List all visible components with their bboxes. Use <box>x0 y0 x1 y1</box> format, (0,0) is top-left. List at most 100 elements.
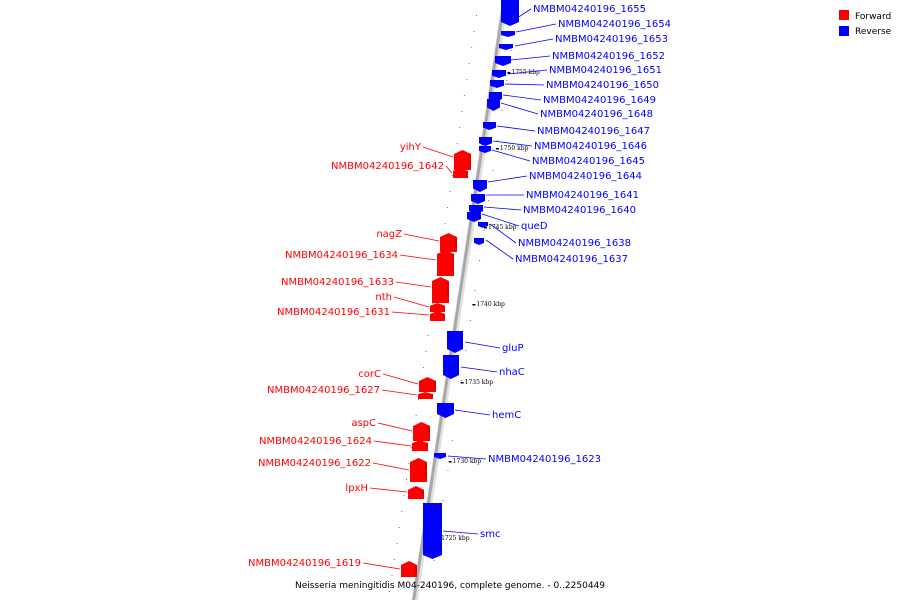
gene-label-glup[interactable]: gluP <box>502 343 524 354</box>
gene-label-nmbm04240196-1623[interactable]: NMBM04240196_1623 <box>488 454 601 465</box>
gene-label-nmbm04240196-1619[interactable]: NMBM04240196_1619 <box>248 558 361 569</box>
gene-label-nmbm04240196-1638[interactable]: NMBM04240196_1638 <box>518 238 631 249</box>
leader-line-nmbm04240196-1627 <box>381 389 418 396</box>
gene-label-corc[interactable]: corC <box>358 369 381 380</box>
leader-line-nmbm04240196-1649 <box>502 94 542 101</box>
gene-label-nmbm04240196-1646[interactable]: NMBM04240196_1646 <box>534 141 647 152</box>
gene-label-nth[interactable]: nth <box>375 292 392 303</box>
gene-label-nmbm04240196-1634[interactable]: NMBM04240196_1634 <box>285 250 398 261</box>
minor-tick-right <box>465 350 467 351</box>
leader-line-nmbm04240196-1624 <box>373 440 412 447</box>
gene-feature-nmbm04240196-1640[interactable] <box>469 205 483 214</box>
gene-label-nmbm04240196-1622[interactable]: NMBM04240196_1622 <box>258 458 371 469</box>
gene-label-nmbm04240196-1627[interactable]: NMBM04240196_1627 <box>267 385 380 396</box>
gene-feature-nmbm04240196-1623[interactable] <box>434 453 446 459</box>
legend-forward-swatch <box>839 10 849 20</box>
leader-line-qued <box>481 213 520 227</box>
gene-feature-nmbm04240196-1641[interactable] <box>471 194 485 204</box>
gene-label-qued[interactable]: queD <box>521 221 548 232</box>
gene-label-nhac[interactable]: nhaC <box>499 367 525 378</box>
gene-feature-nmbm04240196-1650[interactable] <box>490 80 504 88</box>
gene-feature-nmbm04240196-1654[interactable] <box>501 31 515 37</box>
leader-line-nmbm04240196-1631 <box>391 311 430 316</box>
major-tick-mark <box>507 72 511 74</box>
gene-feature-nhac[interactable] <box>443 355 459 379</box>
gene-feature-corc[interactable] <box>419 377 436 392</box>
minor-tick-left <box>449 191 451 192</box>
minor-tick-left <box>444 223 446 224</box>
minor-tick-left <box>401 511 403 512</box>
gene-label-nmbm04240196-1631[interactable]: NMBM04240196_1631 <box>277 307 390 318</box>
minor-tick-right <box>510 50 512 51</box>
gene-feature-hemc[interactable] <box>437 403 454 418</box>
gene-label-hemc[interactable]: hemC <box>492 410 521 421</box>
gene-label-smc[interactable]: smc <box>480 529 500 540</box>
gene-label-nmbm04240196-1650[interactable]: NMBM04240196_1650 <box>546 80 659 91</box>
gene-label-nmbm04240196-1637[interactable]: NMBM04240196_1637 <box>515 254 628 265</box>
gene-feature-yihy[interactable] <box>454 150 471 170</box>
gene-label-nmbm04240196-1652[interactable]: NMBM04240196_1652 <box>552 51 665 62</box>
gene-feature-nmbm04240196-1647[interactable] <box>483 122 496 130</box>
leader-line-nmbm04240196-1633 <box>395 281 432 288</box>
gene-label-nmbm04240196-1648[interactable]: NMBM04240196_1648 <box>540 109 653 120</box>
minor-tick-left <box>410 447 412 448</box>
gene-label-nmbm04240196-1644[interactable]: NMBM04240196_1644 <box>529 171 642 182</box>
gene-label-nmbm04240196-1655[interactable]: NMBM04240196_1655 <box>533 4 646 15</box>
gene-label-aspc[interactable]: aspC <box>351 418 376 429</box>
gene-feature-glup[interactable] <box>447 331 463 353</box>
gene-label-nmbm04240196-1641[interactable]: NMBM04240196_1641 <box>526 190 639 201</box>
gene-label-nmbm04240196-1642[interactable]: NMBM04240196_1642 <box>331 161 444 172</box>
gene-feature-aspc[interactable] <box>413 422 430 441</box>
minor-tick-left <box>408 463 410 464</box>
gene-label-nmbm04240196-1651[interactable]: NMBM04240196_1651 <box>549 65 662 76</box>
gene-feature-nmbm04240196-1648[interactable] <box>487 99 500 111</box>
gene-feature-nmbm04240196-1653[interactable] <box>499 44 513 50</box>
gene-feature-nmbm04240196-1655[interactable] <box>501 0 519 26</box>
legend-reverse-swatch <box>839 26 849 36</box>
gene-label-lpxh[interactable]: lpxH <box>345 483 368 494</box>
gene-feature-nth[interactable] <box>430 303 445 312</box>
minor-tick-left <box>422 367 424 368</box>
gene-feature-nmbm04240196-1633[interactable] <box>432 277 449 303</box>
leader-line-nmbm04240196-1648 <box>500 102 539 115</box>
gene-feature-nmbm04240196-1631[interactable] <box>430 311 445 321</box>
minor-tick-left <box>403 495 405 496</box>
leader-line-nmbm04240196-1645 <box>491 149 531 162</box>
gene-feature-nmbm04240196-1634[interactable] <box>437 250 454 276</box>
gene-feature-nagz[interactable] <box>440 233 457 252</box>
gene-label-nmbm04240196-1649[interactable]: NMBM04240196_1649 <box>543 95 656 106</box>
gene-feature-nmbm04240196-1651[interactable] <box>492 70 506 78</box>
gene-feature-smc[interactable] <box>423 503 442 559</box>
gene-feature-nmbm04240196-1638[interactable] <box>478 222 488 228</box>
gene-feature-nmbm04240196-1652[interactable] <box>495 56 511 66</box>
gene-label-nmbm04240196-1645[interactable]: NMBM04240196_1645 <box>532 156 645 167</box>
gene-label-nmbm04240196-1633[interactable]: NMBM04240196_1633 <box>281 277 394 288</box>
gene-feature-nmbm04240196-1637[interactable] <box>474 238 484 245</box>
gene-feature-nmbm04240196-1644[interactable] <box>473 180 487 192</box>
gene-feature-qued[interactable] <box>467 212 481 222</box>
gene-label-nmbm04240196-1640[interactable]: NMBM04240196_1640 <box>523 205 636 216</box>
gene-feature-nmbm04240196-1622[interactable] <box>410 458 427 482</box>
leader-line-nmbm04240196-1622 <box>372 462 410 471</box>
minor-tick-left <box>463 95 465 96</box>
leader-line-aspc <box>377 422 413 432</box>
tick-label: 1745 kbp <box>488 224 517 231</box>
gene-label-nmbm04240196-1647[interactable]: NMBM04240196_1647 <box>537 126 650 137</box>
minor-tick-right <box>451 440 453 441</box>
gene-feature-nmbm04240196-1645[interactable] <box>479 146 491 153</box>
gene-feature-lpxh[interactable] <box>408 486 424 499</box>
gene-label-nmbm04240196-1654[interactable]: NMBM04240196_1654 <box>558 19 671 30</box>
gene-feature-nmbm04240196-1619[interactable] <box>401 561 417 577</box>
gene-feature-nmbm04240196-1642[interactable] <box>453 168 468 178</box>
leader-line-nmbm04240196-1651 <box>507 69 548 75</box>
gene-feature-nmbm04240196-1627[interactable] <box>418 392 433 399</box>
gene-feature-nmbm04240196-1624[interactable] <box>412 440 428 451</box>
minor-tick-left <box>432 303 434 304</box>
gene-feature-nmbm04240196-1646[interactable] <box>479 137 492 146</box>
gene-label-nagz[interactable]: nagZ <box>376 229 402 240</box>
gene-label-yihy[interactable]: yihY <box>400 142 422 153</box>
minor-tick-right <box>447 470 449 471</box>
gene-label-nmbm04240196-1653[interactable]: NMBM04240196_1653 <box>555 34 668 45</box>
gene-labels: NMBM04240196_1655 NMBM04240196_1654 NMBM04… <box>248 4 671 569</box>
gene-label-nmbm04240196-1624[interactable]: NMBM04240196_1624 <box>259 436 372 447</box>
